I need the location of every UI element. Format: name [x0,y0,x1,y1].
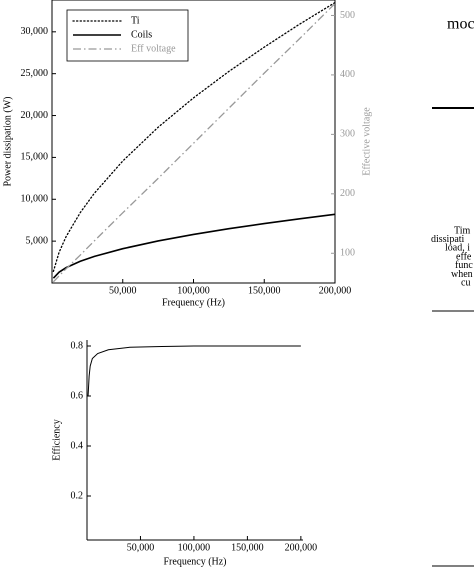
legend-label: Coils [131,29,152,40]
side-heading: moc [447,16,474,33]
x-tick-label: 100,000 [177,285,210,296]
series-line [87,345,301,397]
y2-tick-label: 200 [340,188,355,199]
y-axis-label: Power dissipation (W) [2,97,13,187]
plot-area [87,345,301,397]
y-tick-label: 0.4 [71,440,84,451]
caption-line: Tim [454,225,471,236]
caption-line: cu [461,277,470,288]
y-tick-label: 5,000 [26,235,49,246]
legend-label: Eff voltage [131,43,176,54]
caption-line: dissipati [431,234,465,245]
x-tick-label: 50,000 [109,285,137,296]
y2-tick-label: 500 [340,10,355,21]
series-line [52,3,335,283]
x-tick-label: 150,000 [231,542,264,553]
y-tick-label: 0.8 [71,340,84,351]
y-tick-label: 15,000 [21,152,49,163]
y-tick-label: 20,000 [21,110,49,121]
caption-line: load, i [445,243,470,254]
caption-line: func [455,260,473,271]
y-tick-label: 0.6 [71,390,84,401]
y2-axis-label: Effective voltage [361,107,372,176]
y-tick-label: 25,000 [21,68,49,79]
x-axis-label: Frequency (Hz) [162,297,225,308]
legend-label: Ti [131,15,140,26]
series-line [52,1,335,272]
x-tick-label: 50,000 [127,542,155,553]
y-tick-label: 0.2 [71,490,84,501]
y-tick-label: 30,000 [21,26,49,37]
y2-tick-label: 400 [340,69,355,80]
caption-line: effe [456,251,472,262]
series-line [52,213,335,279]
x-tick-label: 150,000 [248,285,281,296]
y2-tick-label: 300 [340,129,355,140]
x-tick-label: 100,000 [178,542,211,553]
x-tick-label: 200,000 [319,285,352,296]
caption-line: when [451,269,473,280]
x-tick-label: 200,000 [285,542,318,553]
y-axis-label: Efficiency [51,419,62,460]
plot-area [52,1,335,283]
y2-tick-label: 100 [340,248,355,259]
x-axis-label: Frequency (Hz) [163,556,226,567]
y-tick-label: 10,000 [21,194,49,205]
